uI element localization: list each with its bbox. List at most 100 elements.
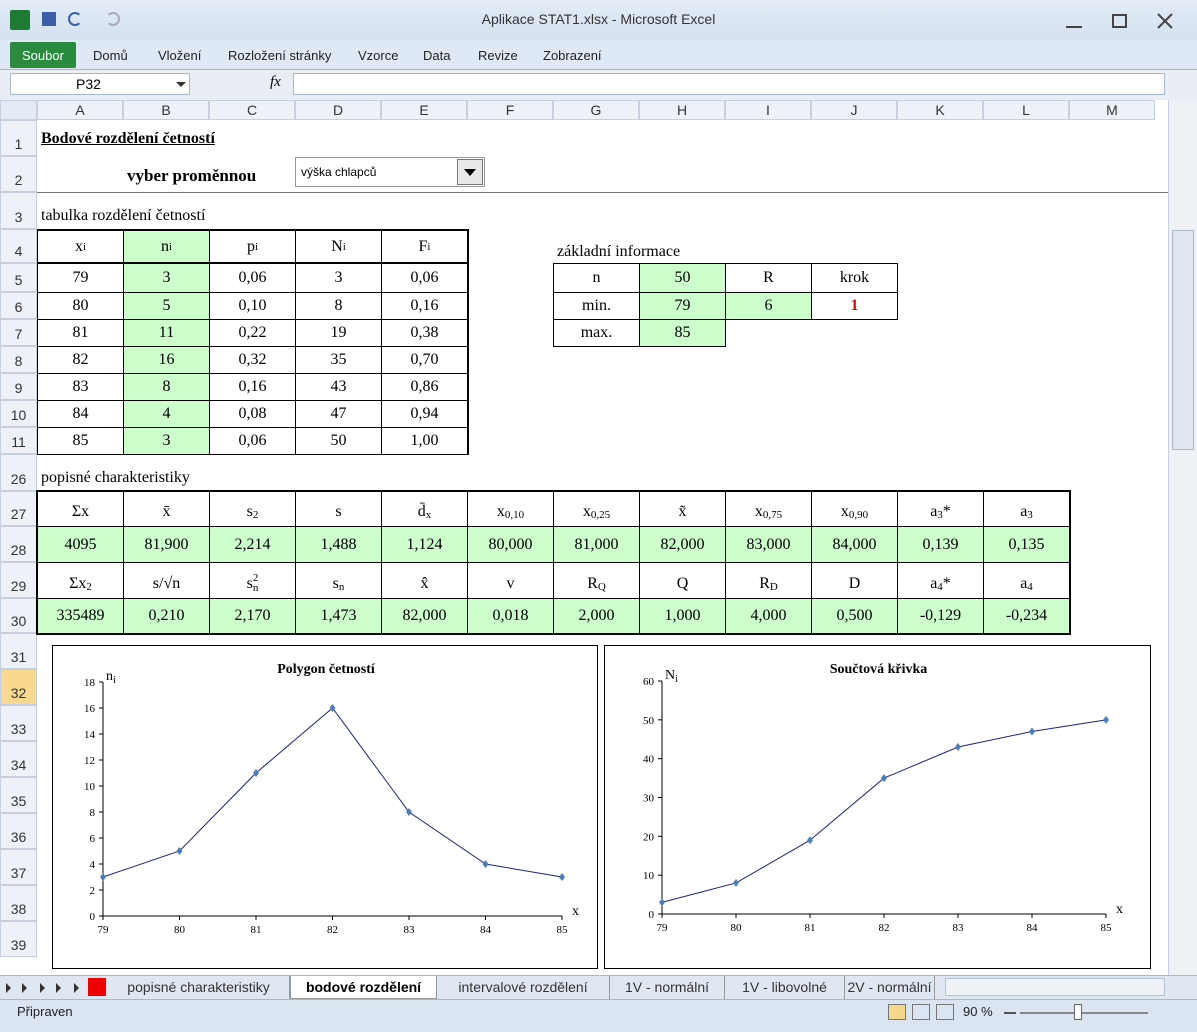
row-header[interactable]: 39 [0,921,37,957]
row-header[interactable]: 7 [0,319,37,346]
column-header[interactable]: A [37,100,123,120]
minimize-button[interactable] [1066,26,1082,28]
ribbon-tab[interactable]: Domů [93,48,128,63]
zoom-out[interactable] [1004,1012,1016,1014]
column-header[interactable]: J [811,100,897,120]
sheet-tab[interactable]: bodové rozdělení [290,976,437,999]
column-header[interactable]: M [1069,100,1155,120]
ribbon-tab[interactable]: Data [423,48,451,63]
row-header[interactable]: 9 [0,373,37,400]
row-header[interactable]: 3 [0,192,37,229]
variable-dropdown[interactable]: výška chlapců [295,157,485,187]
subscript: i [168,240,173,253]
excel-icon[interactable] [10,10,30,30]
zoom-level[interactable]: 90 % [963,1004,993,1019]
row-header[interactable]: 33 [0,705,37,741]
row-header[interactable]: 4 [0,229,37,263]
data-point [559,873,565,881]
vertical-scrollbar[interactable] [1168,100,1197,975]
save-icon[interactable] [42,12,56,26]
dropdown-arrow[interactable] [464,169,476,182]
name-box-arrow[interactable] [176,82,186,92]
y-tick-label: 30 [643,793,655,805]
sheet-tab[interactable]: 1V - libovolné [725,976,845,999]
sheet-tab[interactable]: popisné charakteristiky [108,976,290,999]
row-header[interactable]: 28 [0,526,37,562]
row-header[interactable]: 34 [0,741,37,777]
insert-function[interactable]: fx [270,74,281,90]
subscript: 4 [937,581,943,593]
row-header[interactable]: 10 [0,400,37,427]
zoom-thumb[interactable] [1074,1004,1082,1020]
row-header[interactable]: 5 [0,263,37,292]
redo-icon[interactable] [106,12,120,26]
undo-icon[interactable] [68,12,82,26]
column-header[interactable]: C [209,100,295,120]
row-header[interactable]: 29 [0,562,37,598]
formula-input[interactable] [293,73,1165,95]
sheet-tab[interactable]: intervalové rozdělení [437,976,610,999]
column-header[interactable]: I [725,100,811,120]
row-header[interactable]: 6 [0,292,37,319]
zoom-slider[interactable] [1020,1012,1148,1014]
row-header[interactable]: 36 [0,813,37,849]
info-cell: min. [553,292,640,320]
symbol: a [1020,575,1028,592]
column-header[interactable]: B [123,100,209,120]
table-caption: tabulka rozdělení četností [41,207,206,224]
row-header[interactable]: 11 [0,427,37,454]
name-box[interactable]: P32 [10,73,190,95]
horizontal-scrollbar[interactable] [945,978,1165,996]
row-header[interactable]: 1 [0,120,37,156]
column-header[interactable]: F [467,100,553,120]
row-header[interactable]: 8 [0,346,37,373]
row-header[interactable]: 35 [0,777,37,813]
tab-nav[interactable] [6,983,16,993]
page-layout-view[interactable] [912,1004,930,1020]
data-point [1029,727,1035,736]
tab-nav[interactable] [40,983,50,993]
row-header[interactable]: 2 [0,156,37,192]
table-cell: 4 [123,400,210,428]
row-header[interactable]: 37 [0,849,37,885]
subscript: 3 [1027,509,1033,521]
maximize-button[interactable] [1112,14,1127,28]
ribbon-tab[interactable]: Vzorce [358,48,399,63]
suffix: * [942,575,951,592]
tab-nav[interactable] [74,983,84,993]
column-header[interactable]: D [295,100,381,120]
ribbon-tab[interactable]: Zobrazení [543,48,602,63]
ribbon-tab[interactable]: Revize [478,48,518,63]
table-cell: 0,08 [209,400,296,428]
symbol: x [582,503,591,520]
column-header[interactable]: K [897,100,983,120]
tab-nav[interactable] [56,983,66,993]
page-break-view[interactable] [936,1004,954,1020]
symbol: Σx [69,575,87,592]
status-text: Připraven [17,1004,73,1019]
row-header[interactable]: 38 [0,885,37,921]
column-header[interactable]: G [553,100,639,120]
row-header[interactable]: 26 [0,454,37,491]
ribbon-tab[interactable]: Vložení [158,48,202,63]
normal-view[interactable] [888,1004,906,1020]
y-tick-label: 0 [90,911,96,923]
sheet-tab[interactable]: 2V - normální [845,976,935,999]
tab-nav[interactable] [22,983,32,993]
table-cell: 1,00 [381,427,468,455]
row-header[interactable]: 32 [0,669,37,705]
close-button[interactable] [1156,12,1174,30]
insert-sheet-marker[interactable] [88,978,106,996]
sheet-tab[interactable]: 1V - normální [610,976,725,999]
column-header[interactable]: E [381,100,467,120]
scroll-thumb[interactable] [1172,230,1194,450]
ribbon-tab[interactable]: Soubor [10,42,76,68]
row-header[interactable]: 30 [0,598,37,633]
symbol: N [331,237,343,255]
column-header[interactable]: L [983,100,1069,120]
table-cell: 79 [37,263,124,293]
column-header[interactable]: H [639,100,725,120]
ribbon-tab[interactable]: Rozložení stránky [228,48,332,63]
row-header[interactable]: 27 [0,491,37,526]
row-header[interactable]: 31 [0,633,37,669]
